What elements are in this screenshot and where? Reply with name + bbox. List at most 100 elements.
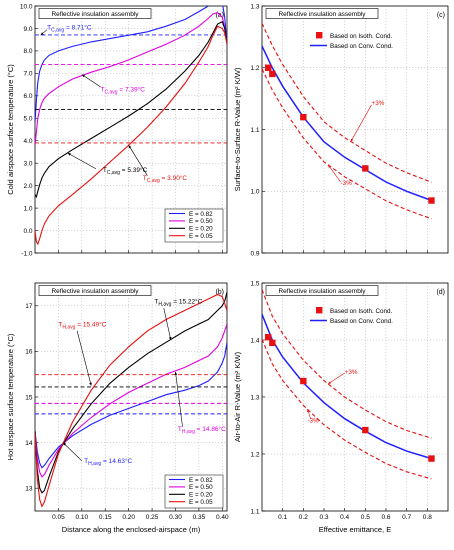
data-point	[269, 339, 276, 347]
x-tick-label: 0.10	[76, 514, 89, 521]
annotation-symbol: T	[58, 321, 62, 328]
plot-area	[35, 291, 227, 508]
y-tick-label: 1.0	[23, 205, 32, 212]
y-tick-label: 3.0	[23, 160, 32, 167]
x-tick-label: 0.40	[216, 514, 229, 521]
annotation: TH,avg = 15.22°C	[154, 298, 203, 341]
y-tick-label: 5.0	[23, 116, 32, 123]
title-box: Reflective insulation assembly	[38, 285, 152, 296]
panel-c: 0.9 1.0 1.1 1.2 1.3 Reflective insulation ass…	[233, 3, 449, 257]
annotation-subscript: H,avg	[88, 461, 101, 467]
legend-marker-swatch	[316, 32, 323, 39]
y-axis-label: Hot airspace surface temperature (°C)	[6, 333, 15, 460]
arrow-head	[67, 153, 71, 156]
panel-label: (b)	[215, 289, 224, 296]
legend: Based on Isoth. Cond. Based on Conv. Cond…	[310, 307, 393, 325]
x-tick-label: 0.3	[319, 514, 328, 521]
title-box: Reflective insulation assembly	[265, 8, 379, 19]
band-annotation: +3%	[327, 369, 358, 385]
lower-band-line	[261, 338, 432, 480]
legend-entry: E = 0.20	[189, 492, 213, 499]
annotation: TC,avg = 3.90°C	[128, 145, 188, 184]
legend-entry-line: Based on Conv. Cond.	[330, 43, 393, 50]
annotation-symbol: T	[178, 426, 182, 433]
band-arrow	[350, 104, 372, 142]
lower-band-line	[261, 68, 432, 220]
annotation-symbol: T	[84, 458, 88, 465]
x-tick-label: 0.25	[146, 514, 159, 521]
panel-a: -1.0 0.0 1.0 2.0 3.0 4.0 5.0 6.0 7.0 8.0 9.0 10.0 Re…	[6, 3, 228, 257]
legend-entry: E = 0.05	[189, 499, 213, 506]
data-point	[300, 113, 307, 121]
legend-marker-swatch	[316, 307, 323, 314]
data-point	[428, 197, 435, 204]
x-tick-label: 0.2	[299, 514, 308, 521]
y-tick-label: -1.0	[21, 250, 33, 257]
upper-band-line	[261, 289, 432, 439]
arrow-head	[128, 145, 132, 149]
y-axis-label: Air-to-Air R-Value (m² K/W)	[233, 351, 242, 442]
x-tick-label: 0.20	[122, 514, 135, 521]
legend: E = 0.82E = 0.50E = 0.20E = 0.05	[164, 208, 224, 243]
arrow-head	[40, 32, 44, 36]
y-tick-label: 1.5	[250, 280, 259, 287]
x-tick-label: 0.6	[381, 514, 390, 521]
series-line	[35, 293, 227, 508]
plot-area	[35, 6, 227, 246]
data-point	[265, 333, 272, 341]
annotation-label: TH,avg = 14.63°C	[84, 457, 132, 467]
annotation-value: = 15.22°C	[171, 298, 202, 306]
y-tick-label: 1.0	[250, 189, 259, 196]
y-axis-label: Surface-to-Surface R-Value (m² K/W)	[233, 67, 242, 191]
band-arrow	[327, 164, 341, 183]
title-box-frame	[265, 285, 379, 296]
annotation: TC,avg = 8.71°C	[40, 24, 92, 36]
annotation-symbol: T	[143, 175, 147, 182]
annotation-label: TH,avg = 15.22°C	[154, 298, 202, 308]
annotation-label: TC,avg = 7.39°C	[101, 85, 146, 95]
legend: E = 0.82E = 0.50E = 0.20E = 0.05	[164, 474, 224, 509]
title-box-text: Reflective insulation assembly	[51, 11, 139, 18]
annotation-symbol: T	[47, 25, 51, 32]
legend-entry: E = 0.50	[189, 484, 213, 491]
annotation-label: TH,avg = 15.49°C	[58, 320, 106, 330]
y-tick-label: 2.0	[23, 183, 32, 190]
band-label: -3%	[341, 180, 353, 187]
series-line	[35, 25, 227, 246]
legend-entry-markers: Based on Isoth. Cond.	[330, 308, 393, 315]
series-line	[35, 20, 227, 199]
annotation-value: = 14.86°C	[195, 425, 226, 433]
annotation-value: = 7.39°C	[118, 85, 146, 93]
band-label: +3%	[372, 100, 385, 107]
arrow-head	[328, 381, 332, 384]
title-box-text: Reflective insulation assembly	[278, 288, 366, 295]
arrow-head	[63, 442, 67, 446]
x-tick-label: 0.15	[99, 514, 112, 521]
y-tick-label: 7.0	[23, 71, 32, 78]
fit-curve	[261, 314, 432, 460]
title-box-frame	[38, 285, 152, 296]
annotation-value: = 8.71°C	[64, 24, 92, 32]
arrow-head	[350, 138, 354, 142]
annotation-subscript: C,avg	[147, 178, 160, 184]
annotation-value: = 3.90°C	[160, 174, 188, 182]
data-point	[269, 70, 276, 78]
arrow-head	[89, 382, 92, 386]
y-tick-label: 15	[25, 394, 33, 401]
title-box-text: Reflective insulation assembly	[51, 288, 139, 295]
title-box-frame	[38, 8, 152, 19]
annotation-value: = 14.63°C	[101, 457, 132, 465]
arrow-head	[81, 74, 86, 78]
upper-band-line	[261, 23, 432, 183]
series-line	[35, 323, 227, 478]
legend: Based on Isoth. Cond. Based on Conv. Cond…	[310, 32, 393, 50]
annotation-arrow	[81, 74, 101, 88]
x-tick-label: 0.5	[361, 514, 370, 521]
annotation-arrow	[128, 145, 148, 176]
band-arrow	[327, 372, 345, 385]
legend-frame	[164, 208, 224, 243]
data-point	[265, 64, 272, 71]
y-axis-label: Cold airspace surface temperature (°C)	[6, 64, 15, 195]
y-tick-label: 10.0	[20, 3, 33, 10]
